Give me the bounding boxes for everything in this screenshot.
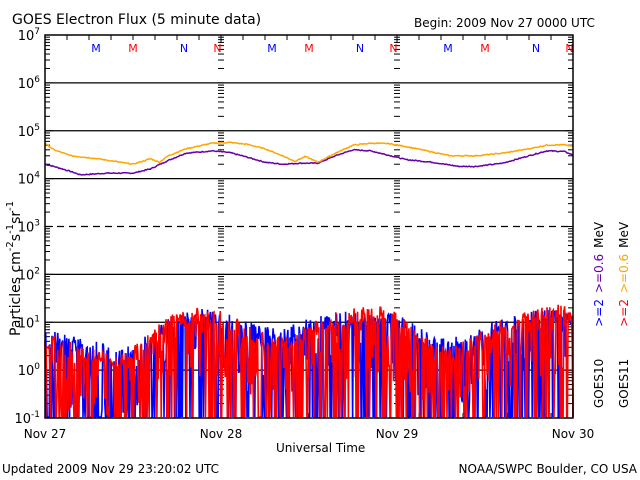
legend-goes10-unit: MeV (592, 221, 606, 248)
x-tick-label: Nov 30 (552, 427, 595, 441)
marker-label: N (565, 42, 573, 55)
y-tick-label: 107 (18, 27, 40, 44)
y-tick-base: 10 (18, 268, 35, 283)
marker-label: N (180, 42, 188, 55)
y-axis-label-sup2: -1 (5, 224, 16, 234)
legend-goes11-label: GOES11 (617, 359, 631, 408)
series-line-goes11-2-mev (44, 304, 574, 418)
y-tick-exponent: 6 (34, 75, 40, 85)
y-tick-base: 10 (14, 412, 31, 427)
y-tick-exponent: 2 (34, 266, 40, 276)
y-tick-exponent: 3 (34, 219, 40, 229)
updated-timestamp: Updated 2009 Nov 29 23:20:02 UTC (2, 462, 219, 476)
y-axis-label-part2: s (8, 234, 24, 241)
y-tick-exponent: 5 (34, 123, 40, 133)
x-tick-label: Nov 29 (376, 427, 419, 441)
y-tick-base: 10 (18, 316, 35, 331)
legend-goes11-e06: >=0.6 (617, 254, 631, 293)
y-tick-label: 102 (18, 266, 40, 283)
y-axis-label-part1: Particles cm (8, 251, 24, 336)
y-axis-label-sup3: -1 (5, 201, 16, 211)
marker-label: N (389, 42, 397, 55)
y-tick-exponent: 4 (34, 171, 40, 181)
legend-goes10-e06: >=0.6 (592, 254, 606, 293)
marker-label: N (532, 42, 540, 55)
y-tick-exponent: 1 (34, 314, 40, 324)
marker-label: M (443, 42, 453, 55)
marker-label: M (91, 42, 101, 55)
y-tick-label: 10-1 (14, 410, 40, 427)
legend-goes10-label: GOES10 (592, 359, 606, 408)
y-tick-label: 106 (18, 75, 41, 92)
chart-title: GOES Electron Flux (5 minute data) (12, 12, 261, 28)
y-tick-label: 101 (18, 314, 40, 331)
legend-goes10-e2: >=2 (592, 299, 606, 327)
credit-label: NOAA/SWPC Boulder, CO USA (459, 462, 638, 476)
data-series (44, 141, 574, 418)
y-tick-label: 103 (18, 219, 40, 236)
y-tick-base: 10 (18, 173, 35, 188)
svg-text:GOES11>=2>=0.6MeV: GOES11 >=2 >=0.6 MeV (617, 221, 631, 408)
marker-label: M (480, 42, 490, 55)
marker-label: M (267, 42, 277, 55)
y-tick-base: 10 (18, 221, 35, 236)
marker-label: N (356, 42, 364, 55)
legend-goes11-e2: >=2 (617, 299, 631, 327)
y-tick-base: 10 (18, 29, 35, 44)
x-axis-label: Universal Time (276, 441, 365, 455)
y-tick-base: 10 (18, 77, 35, 92)
y-tick-base: 10 (18, 125, 35, 140)
plot-frame (44, 34, 574, 419)
y-tick-exponent: 0 (34, 362, 40, 372)
legend-goes10: GOES10 >=2 >=0.6 MeV (592, 221, 606, 408)
y-tick-exponent: -1 (31, 410, 40, 420)
y-axis-label-sup1: -2 (5, 241, 16, 251)
begin-label: Begin: 2009 Nov 27 0000 UTC (414, 16, 595, 30)
series-line-goes10-0-6-mev (44, 148, 574, 176)
marker-label: M (128, 42, 138, 55)
x-tick-label: Nov 28 (200, 427, 243, 441)
marker-label: N (213, 42, 221, 55)
y-tick-exponent: 7 (34, 27, 40, 37)
series-line-goes11-0-6-mev (44, 141, 574, 165)
legend-goes11: GOES11 >=2 >=0.6 MeV (617, 221, 631, 408)
y-tick-label: 105 (18, 123, 40, 140)
x-tick-labels: Nov 27 Nov 28 Nov 29 Nov 30 (24, 427, 595, 441)
y-axis-label: Particles cm-2s-1sr-1 (5, 201, 24, 336)
legend-goes11-unit: MeV (617, 221, 631, 248)
svg-text:Particles cm-2s-1sr-1: Particles cm-2s-1sr-1 (5, 201, 24, 336)
x-tick-label: Nov 27 (24, 427, 67, 441)
y-tick-label: 100 (18, 362, 41, 379)
marker-label: M (304, 42, 314, 55)
y-tick-label: 104 (18, 171, 41, 188)
y-tick-base: 10 (18, 364, 35, 379)
svg-text:GOES10>=2>=0.6MeV: GOES10 >=2 >=0.6 MeV (592, 221, 606, 408)
y-axis-label-part3: sr (8, 211, 24, 224)
